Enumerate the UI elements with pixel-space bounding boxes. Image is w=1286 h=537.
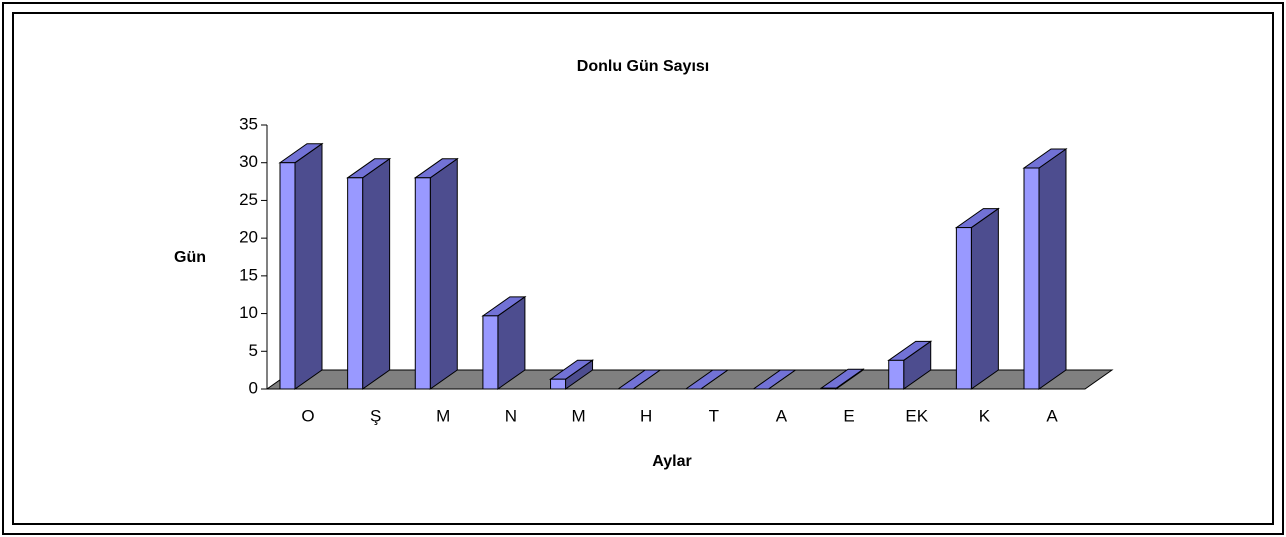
x-tick-label: K bbox=[979, 406, 991, 425]
x-axis-label: Aylar bbox=[652, 453, 691, 470]
x-tick-label: EK bbox=[905, 406, 928, 425]
x-tick-label: T bbox=[709, 406, 719, 425]
y-tick-label: 35 bbox=[239, 114, 258, 133]
y-tick-label: 5 bbox=[249, 341, 258, 360]
bar bbox=[1023, 167, 1040, 390]
x-tick-label: H bbox=[640, 406, 652, 425]
x-tick-label: A bbox=[776, 406, 788, 425]
bar bbox=[820, 387, 837, 390]
y-tick-label: 10 bbox=[239, 303, 258, 322]
x-tick-label: M bbox=[436, 406, 450, 425]
chart-title: Donlu Gün Sayısı bbox=[577, 58, 709, 75]
bar bbox=[955, 227, 972, 390]
bar bbox=[482, 315, 499, 390]
x-tick-label: N bbox=[505, 406, 517, 425]
bar-side bbox=[429, 157, 458, 390]
y-tick-label: 15 bbox=[239, 265, 258, 284]
x-tick-label: Ş bbox=[370, 406, 381, 425]
bar-side bbox=[970, 207, 999, 390]
x-tick-label: E bbox=[843, 406, 854, 425]
y-tick-label: 25 bbox=[239, 190, 258, 209]
bar bbox=[888, 359, 905, 390]
x-tick-label: M bbox=[571, 406, 585, 425]
bar-top bbox=[751, 369, 798, 390]
y-tick-label: 0 bbox=[249, 378, 258, 397]
bar-top bbox=[684, 369, 730, 390]
bar bbox=[550, 378, 567, 390]
bar bbox=[414, 177, 431, 390]
y-tick-label: 30 bbox=[239, 152, 258, 171]
bar bbox=[279, 162, 296, 390]
y-axis-label: Gün bbox=[174, 249, 206, 266]
inner-border bbox=[12, 12, 1274, 525]
bar-top bbox=[616, 369, 662, 390]
x-tick-label: A bbox=[1046, 406, 1058, 425]
bar bbox=[347, 177, 364, 390]
y-tick-label: 20 bbox=[239, 228, 258, 247]
bar-side bbox=[1038, 148, 1067, 390]
bar-side bbox=[362, 157, 391, 390]
bar-side bbox=[294, 142, 323, 390]
x-tick-label: O bbox=[301, 406, 314, 425]
